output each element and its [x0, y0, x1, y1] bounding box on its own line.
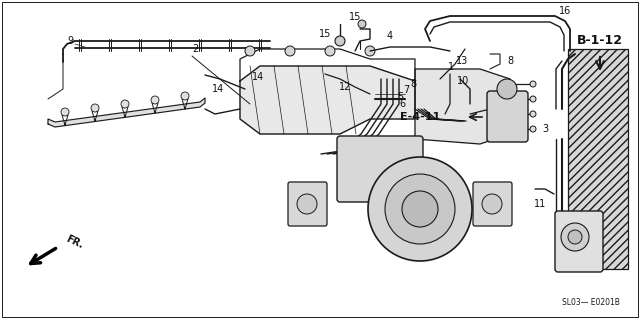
Text: 15: 15: [349, 12, 361, 22]
FancyBboxPatch shape: [487, 91, 528, 142]
Text: 4: 4: [387, 31, 393, 41]
Circle shape: [530, 126, 536, 132]
Text: SL03— E0201B: SL03— E0201B: [562, 298, 620, 307]
Text: 1: 1: [448, 62, 454, 72]
Circle shape: [365, 46, 375, 56]
Circle shape: [358, 20, 366, 28]
Circle shape: [530, 96, 536, 102]
Text: E-4-11: E-4-11: [400, 112, 440, 122]
Text: 3: 3: [542, 124, 548, 134]
Polygon shape: [240, 66, 415, 134]
FancyBboxPatch shape: [473, 182, 512, 226]
Circle shape: [61, 108, 69, 116]
Circle shape: [181, 92, 189, 100]
Text: 11: 11: [534, 199, 546, 209]
Bar: [568, 49, 628, 269]
FancyBboxPatch shape: [288, 182, 327, 226]
Circle shape: [335, 36, 345, 46]
FancyBboxPatch shape: [555, 211, 603, 272]
Text: 10: 10: [457, 76, 469, 86]
Circle shape: [91, 104, 99, 112]
Circle shape: [121, 100, 129, 108]
Text: 14: 14: [212, 84, 224, 94]
Text: 5: 5: [397, 92, 403, 102]
Text: 15: 15: [319, 29, 331, 39]
Circle shape: [530, 81, 536, 87]
FancyBboxPatch shape: [337, 136, 423, 202]
Circle shape: [245, 46, 255, 56]
Circle shape: [568, 230, 582, 244]
Circle shape: [385, 174, 455, 244]
Text: 13: 13: [456, 56, 468, 66]
Text: 8: 8: [507, 56, 513, 66]
Polygon shape: [415, 69, 510, 144]
Polygon shape: [48, 98, 205, 127]
Text: 12: 12: [339, 82, 351, 92]
Circle shape: [497, 79, 517, 99]
Text: 6: 6: [399, 99, 405, 109]
Circle shape: [482, 194, 502, 214]
Text: B-1-12: B-1-12: [577, 34, 623, 48]
Text: 7: 7: [403, 85, 409, 95]
Circle shape: [285, 46, 295, 56]
Text: 14: 14: [252, 72, 264, 82]
Text: FR.: FR.: [64, 234, 84, 250]
Circle shape: [368, 157, 472, 261]
Text: 16: 16: [559, 6, 571, 16]
Circle shape: [402, 191, 438, 227]
Circle shape: [561, 223, 589, 251]
Circle shape: [325, 46, 335, 56]
Text: 8: 8: [410, 79, 416, 89]
Text: 2: 2: [192, 44, 198, 54]
Circle shape: [297, 194, 317, 214]
Text: 9: 9: [67, 36, 73, 46]
Circle shape: [151, 96, 159, 104]
Circle shape: [530, 111, 536, 117]
